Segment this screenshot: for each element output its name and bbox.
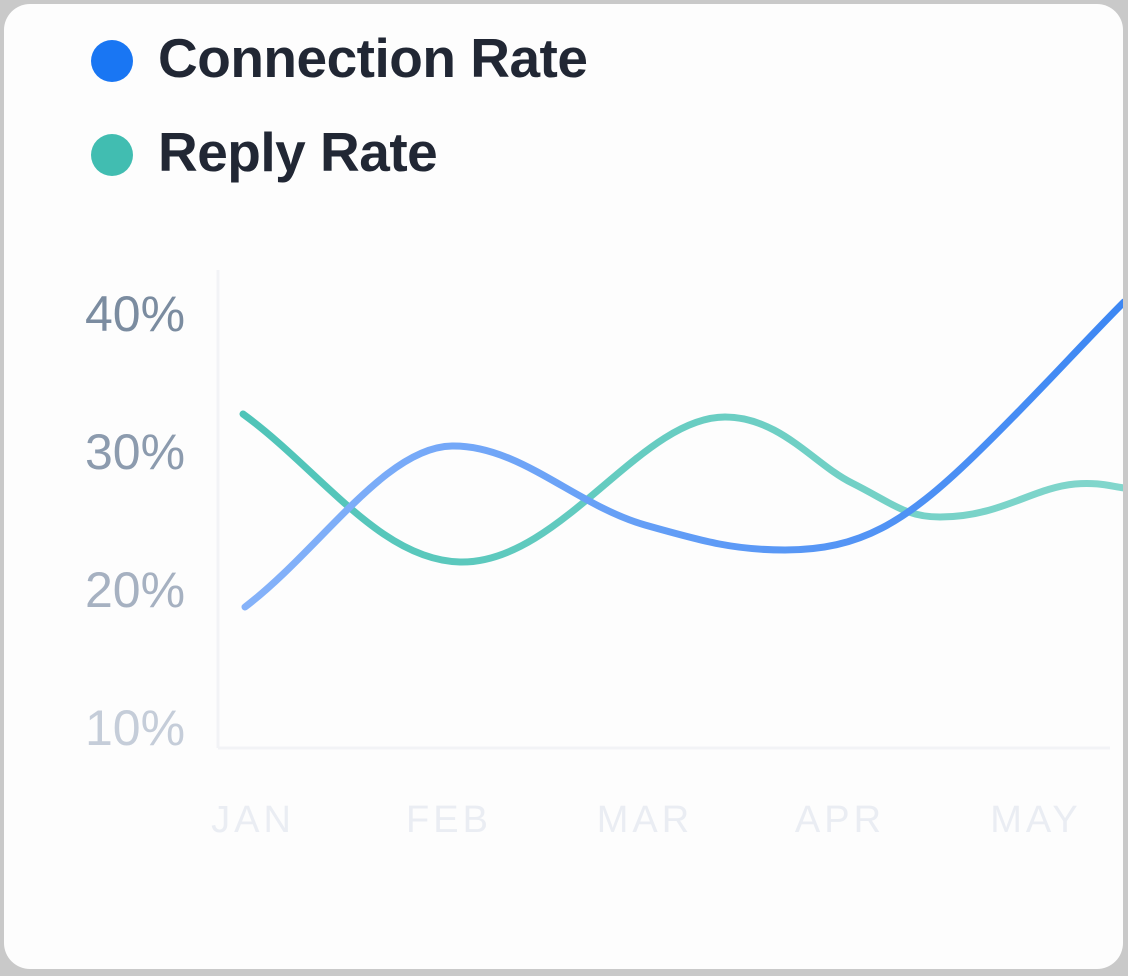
reply-rate-line bbox=[239, 410, 1123, 566]
reply-rate-label: Reply Rate bbox=[158, 120, 438, 183]
reply-rate-dot-icon bbox=[91, 134, 133, 176]
connection-rate-dot-icon bbox=[91, 40, 133, 82]
connection-rate-line bbox=[241, 298, 1123, 611]
legend-item-connection-rate: Connection Rate bbox=[91, 30, 588, 85]
y-tick-30: 30% bbox=[85, 424, 186, 480]
x-tick-mar: MAR bbox=[596, 799, 694, 841]
line-chart bbox=[216, 270, 1123, 750]
x-tick-jan: JAN bbox=[211, 799, 295, 841]
y-tick-10: 10% bbox=[85, 700, 186, 756]
x-tick-feb: FEB bbox=[406, 799, 492, 841]
connection-rate-label: Connection Rate bbox=[158, 26, 588, 89]
legend: Connection Rate Reply Rate bbox=[91, 30, 588, 228]
x-tick-may: MAY bbox=[990, 799, 1082, 841]
y-tick-20: 20% bbox=[85, 562, 186, 618]
x-tick-apr: APR bbox=[794, 799, 886, 841]
chart-card: Connection Rate Reply Rate 40% 30% 20% 1… bbox=[4, 4, 1123, 969]
legend-item-reply-rate: Reply Rate bbox=[91, 124, 587, 179]
y-tick-40: 40% bbox=[85, 286, 186, 342]
